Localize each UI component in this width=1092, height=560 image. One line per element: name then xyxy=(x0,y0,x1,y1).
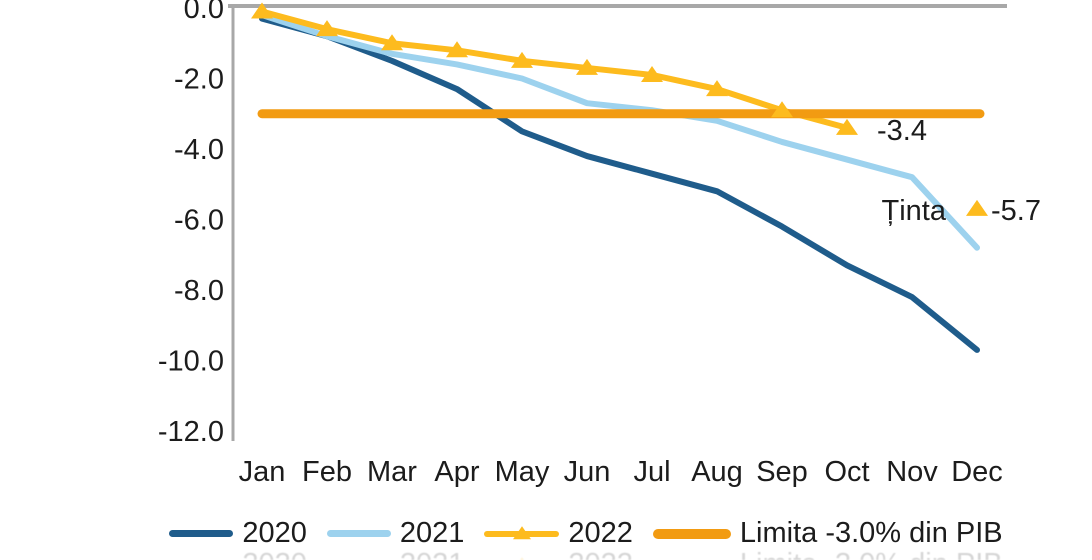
x-tick-label: Feb xyxy=(302,456,352,488)
legend-line-2020-swatch xyxy=(169,530,234,537)
x-tick-label: Nov xyxy=(886,456,938,488)
legend-label-2020: 2020 xyxy=(242,517,307,549)
legend-label-2022: 2022 xyxy=(568,517,633,549)
legend-line-limit-swatch xyxy=(652,528,731,539)
series-lines xyxy=(257,8,985,353)
x-tick-label: Jul xyxy=(633,456,670,488)
y-tick-label: -4.0 xyxy=(174,134,224,166)
y-tick-label: -8.0 xyxy=(174,275,224,307)
y-tick-label: 0.0 xyxy=(184,0,224,25)
annotation-oct-2022-value: -3.4 xyxy=(877,115,927,147)
series-line-2021 xyxy=(259,12,980,251)
marker-2022-May xyxy=(511,51,533,68)
marker-2022-Mar xyxy=(381,34,403,51)
legend-line-2021-swatch xyxy=(326,530,391,537)
target-marker-triangle xyxy=(966,199,988,216)
marker-2022-Feb xyxy=(316,20,338,37)
marker-2022-Aug xyxy=(706,80,728,97)
x-tick-label: Jan xyxy=(239,456,286,488)
chart-legend: 2020 2021 2022 Limita -3.0% din PIB xyxy=(0,517,1092,550)
x-tick-label: Mar xyxy=(367,456,417,488)
annotation-target-value: -5.7 xyxy=(991,195,1041,227)
axis-tick-labels: 0.0 -2.0 -4.0 -6.0 -8.0 -10.0 -12.0 Jan Feb Mar Ap… xyxy=(158,0,1003,488)
y-tick-label: -2.0 xyxy=(174,64,224,96)
legend-line-2022-swatch xyxy=(484,525,560,543)
y-tick-label: -12.0 xyxy=(158,416,224,448)
legend-label-2021: 2021 xyxy=(399,517,465,549)
annotation-target-label: Ținta xyxy=(882,195,947,227)
legend-item-limit: Limita -3.0% din PIB xyxy=(652,517,1003,550)
legend-item-2020: 2020 xyxy=(169,517,307,550)
marker-2022-Sep xyxy=(771,101,793,118)
x-tick-label: Sep xyxy=(756,456,808,488)
legend-item-2022: 2022 xyxy=(484,517,633,550)
marker-2022-Jan xyxy=(251,2,273,19)
x-tick-label: Jun xyxy=(564,456,611,488)
series-markers xyxy=(251,2,988,216)
marker-2022-Oct xyxy=(836,118,858,135)
legend-label-limit: Limita -3.0% din PIB xyxy=(739,517,1003,549)
marker-2022-Apr xyxy=(446,41,468,58)
x-tick-label: Oct xyxy=(824,456,869,488)
legend-item-2021: 2021 xyxy=(326,517,465,550)
triangle-marker-icon xyxy=(512,525,531,539)
x-tick-label: May xyxy=(495,456,550,488)
y-tick-label: -10.0 xyxy=(158,346,224,378)
series-line-2020 xyxy=(259,15,980,353)
x-tick-label: Dec xyxy=(951,456,1003,488)
x-tick-label: Apr xyxy=(434,456,479,488)
series-line-2022 xyxy=(259,8,850,131)
y-tick-label: -6.0 xyxy=(174,205,224,237)
marker-2022-Jul xyxy=(641,65,663,82)
marker-2022-Jun xyxy=(576,58,598,75)
x-tick-label: Aug xyxy=(691,456,743,488)
